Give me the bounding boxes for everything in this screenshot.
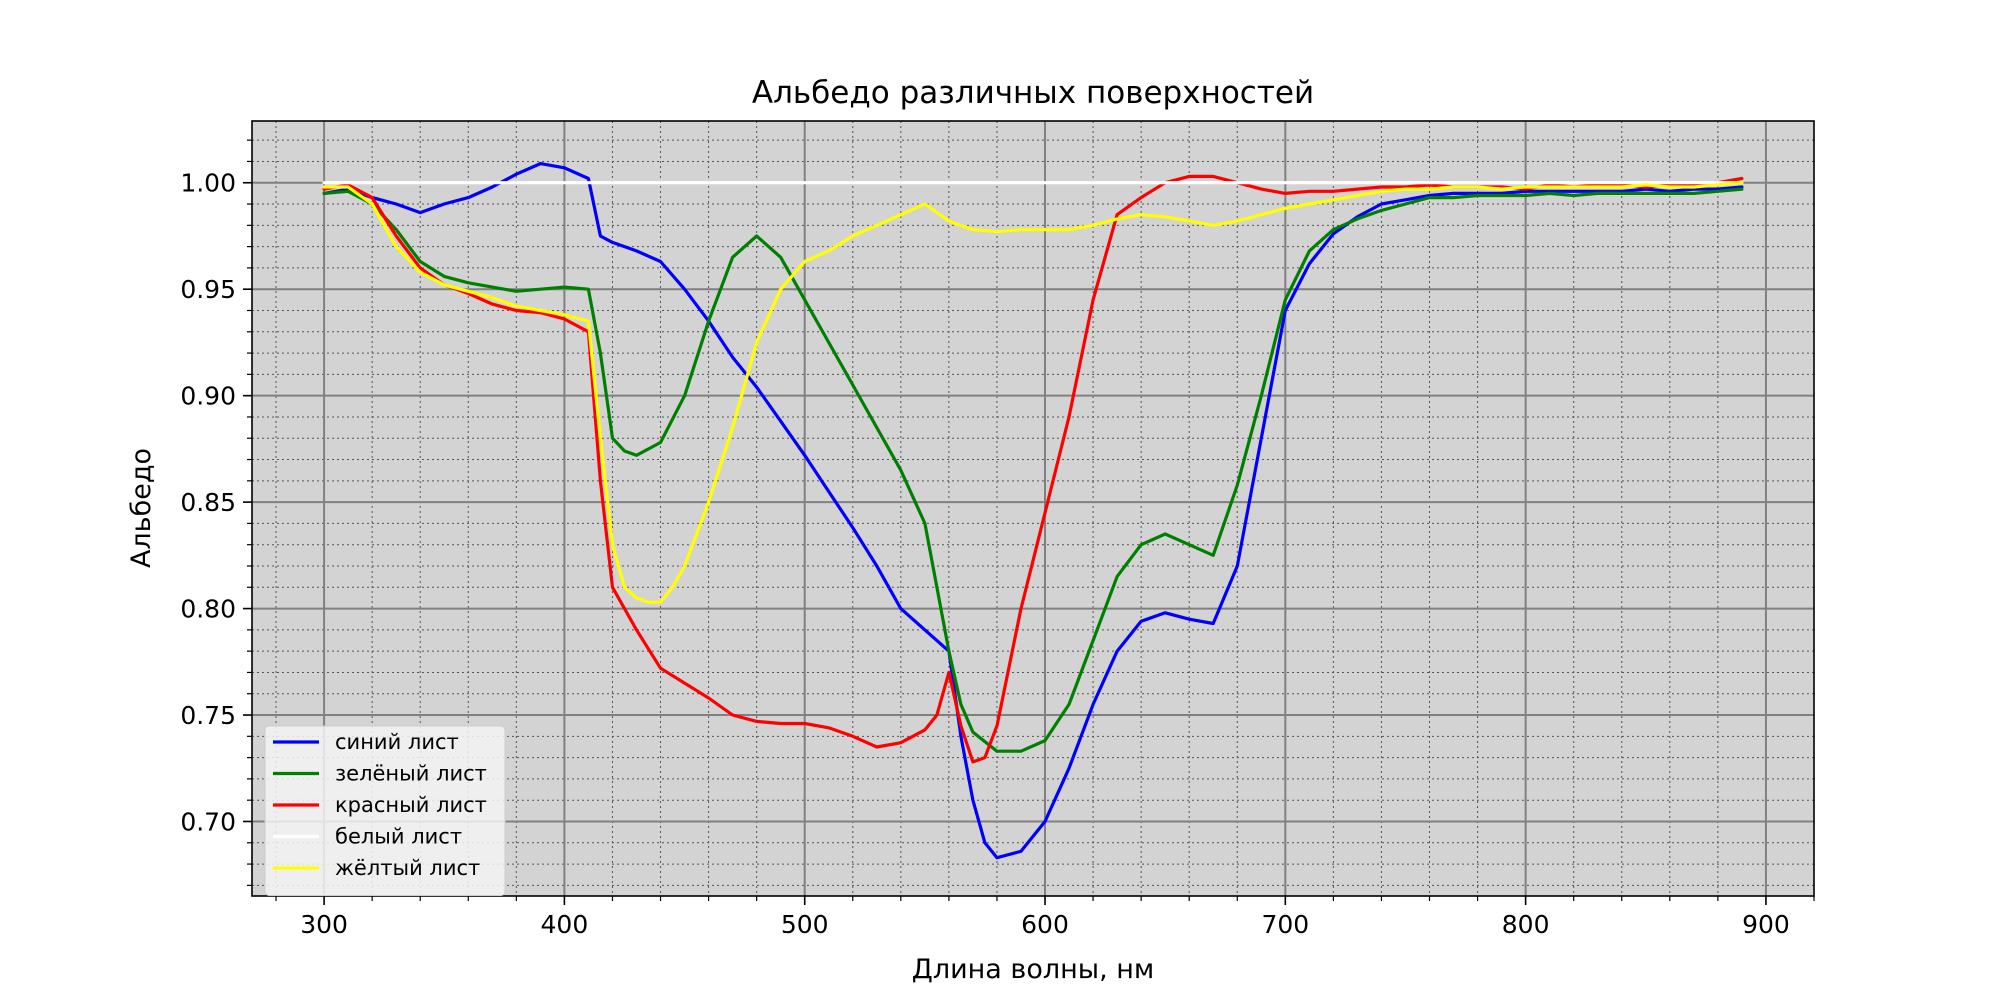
y-tick-label: 0.70: [180, 807, 236, 836]
y-axis-title: Альбедо: [126, 448, 157, 568]
x-tick-label: 500: [781, 910, 829, 939]
x-tick-label: 600: [1021, 910, 1069, 939]
x-tick-label: 800: [1502, 910, 1550, 939]
legend: синий лист зелёный лист красный лист белый …: [264, 725, 506, 896]
legend-label: жёлтый лист: [335, 856, 480, 880]
series-line-1: [322, 187, 1744, 753]
axis-ticks: [243, 139, 1815, 905]
y-tick-label: 1.00: [180, 169, 236, 198]
x-tick-labels: 300 400 500 600 700 800 900: [300, 910, 1790, 939]
y-tick-label: 0.80: [180, 595, 236, 624]
series-line-4: [322, 181, 1744, 604]
plot-frame: [251, 120, 1815, 897]
y-tick-label: 0.75: [180, 701, 236, 730]
series-layer: [322, 162, 1744, 860]
legend-label: синий лист: [335, 730, 459, 754]
x-axis-title: Длина волны, нм: [912, 954, 1155, 985]
y-tick-label: 0.95: [180, 275, 236, 304]
x-tick-label: 400: [541, 910, 589, 939]
series-line-0: [322, 162, 1744, 860]
minor-grid: [252, 121, 1815, 896]
y-tick-label: 0.90: [180, 382, 236, 411]
legend-label: красный лист: [335, 793, 487, 817]
x-tick-label: 300: [300, 910, 348, 939]
legend-box: [264, 725, 506, 896]
x-tick-label: 900: [1742, 910, 1790, 939]
x-tick-label: 700: [1261, 910, 1309, 939]
chart-title: Альбедо различных поверхностей: [752, 75, 1314, 111]
legend-label: зелёный лист: [335, 762, 487, 786]
y-tick-label: 0.85: [180, 488, 236, 517]
y-tick-labels: 0.70 0.75 0.80 0.85 0.90 0.95 1.00: [180, 169, 236, 837]
legend-label: белый лист: [335, 825, 462, 849]
plot-area: [252, 121, 1814, 896]
